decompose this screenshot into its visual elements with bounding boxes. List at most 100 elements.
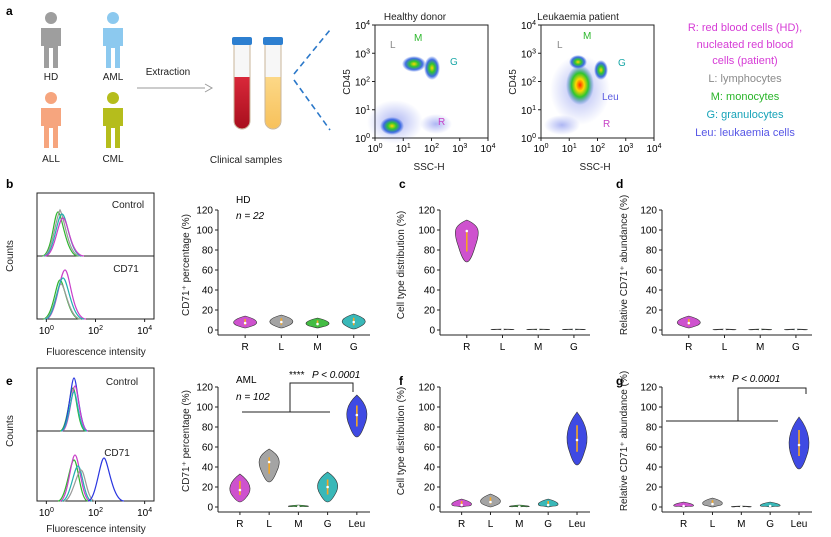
median-dot-m [758, 328, 762, 332]
hist-xtick-label: 100 [39, 325, 54, 337]
y-tick-label: 40 [424, 286, 436, 297]
histogram-b: Control CD71 Counts Fluorescence intensi… [5, 192, 155, 358]
y-tick-label: 20 [202, 306, 214, 317]
x-tick-label: R [463, 342, 470, 353]
x-tick-label: M [756, 342, 764, 353]
hist-b-cd71-label: CD71 [113, 264, 139, 275]
person-icon-cml [103, 92, 123, 148]
x-tick-label: Leu [791, 519, 808, 530]
ylabel-c: Cell type distribution (%) [396, 211, 407, 319]
flow-xtick-label: 100 [367, 143, 382, 155]
legend-line-r3: cells (patient) [712, 55, 777, 67]
y-tick-label: 40 [646, 286, 658, 297]
y-tick-label: 0 [429, 326, 435, 337]
flow-ytick-label: 101 [355, 105, 370, 117]
ylabel-b: CD71⁺ percentage (%) [181, 214, 192, 316]
median-dot-l [280, 320, 283, 324]
y-tick-label: 40 [646, 463, 658, 474]
gate-g-leukaemia: G [618, 58, 626, 69]
hist-e2-curve-m [57, 459, 89, 502]
cohort-label-hd: HD [236, 195, 250, 206]
median-dot-g [546, 503, 550, 507]
hist-e-xlabel: Fluorescence intensity [46, 524, 146, 535]
gate-m-leukaemia: M [583, 31, 591, 42]
x-tick-label: Leu [569, 519, 586, 530]
cluster-leu-dots [566, 65, 594, 105]
hist-xtick-label: 104 [137, 507, 152, 519]
hist-b-curve-l [42, 208, 81, 257]
ylabel-g: Relative CD71⁺ abundance (%) [619, 371, 630, 511]
x-tick-label: G [350, 342, 358, 353]
x-tick-label: G [766, 519, 774, 530]
gate-r-healthy: R [438, 117, 445, 128]
hist-xtick-label: 104 [137, 325, 152, 337]
person-icon-aml [103, 12, 123, 68]
flow-ytick-label: 100 [355, 133, 370, 145]
y-tick-label: 80 [646, 246, 658, 257]
x-tick-label: R [458, 519, 465, 530]
median-dot-g [352, 320, 356, 324]
x-tick-label: R [236, 519, 243, 530]
cluster-m2-dots [569, 55, 587, 69]
hist-b-ylabel: Counts [5, 240, 16, 272]
median-dot-leu [575, 438, 579, 442]
y-tick-label: 20 [646, 483, 658, 494]
y-tick-label: 100 [196, 226, 213, 237]
gate-r-leukaemia: R [603, 119, 610, 130]
hist-e-curve-g [60, 391, 88, 432]
violin-chart-b: 0 20 40 60 80 100 120 R L M G [196, 206, 370, 353]
y-tick-label: 100 [196, 403, 213, 414]
median-dot-r [687, 321, 691, 325]
x-tick-label: G [324, 519, 332, 530]
y-tick-label: 20 [424, 483, 436, 494]
ylabel-e: CD71⁺ percentage (%) [181, 390, 192, 492]
hist-e2-curve-g [61, 465, 93, 502]
median-dot-m [297, 505, 300, 508]
y-tick-label: 120 [196, 206, 213, 217]
y-tick-label: 20 [424, 306, 436, 317]
x-tick-label: L [722, 342, 728, 353]
median-dot-g [326, 485, 329, 489]
extraction-arrow [137, 83, 214, 93]
hist-e2-curve-leu [87, 457, 125, 502]
panel-label-f: f [399, 374, 404, 388]
legend-line-l: L: lymphocytes [708, 73, 782, 85]
person-label-cml: CML [102, 154, 124, 165]
x-tick-label: G [792, 342, 800, 353]
cluster-g-dots [424, 56, 440, 80]
x-tick-label: M [294, 519, 302, 530]
y-tick-label: 80 [646, 423, 658, 434]
gate-m-healthy: M [414, 33, 422, 44]
median-dot-g [794, 328, 798, 332]
significance-bracket-e: **** P < 0.0001 [242, 370, 360, 413]
legend-line-r1: R: red blood cells (HD), [688, 22, 802, 34]
y-tick-label: 40 [424, 463, 436, 474]
hist-e-ylabel: Counts [5, 415, 16, 447]
legend-line-leu: Leu: leukaemia cells [695, 127, 795, 139]
y-tick-label: 80 [424, 423, 436, 434]
y-tick-label: 80 [202, 423, 214, 434]
violin-chart-d: 0 20 40 60 80 100 120 R L M G [640, 206, 812, 353]
y-tick-label: 80 [424, 246, 436, 257]
person-icon-all [41, 92, 61, 148]
flow-xlabel-leukaemia: SSC-H [579, 162, 610, 173]
violin-chart-f: 0 20 40 60 80 100 120 R L M G Leu [418, 383, 590, 530]
y-tick-label: 40 [202, 286, 214, 297]
median-dot-g [572, 328, 576, 331]
flow-ytick-label: 103 [355, 48, 370, 60]
flow-title-healthy: Healthy donor [384, 12, 447, 23]
median-dot-l [267, 460, 271, 464]
median-dot-m [536, 328, 540, 331]
flow-xtick-label: 102 [424, 143, 439, 155]
y-tick-label: 60 [202, 266, 214, 277]
panel-label-g: g [616, 374, 623, 388]
sig-stars-g: **** [709, 374, 725, 385]
x-tick-label: G [544, 519, 552, 530]
hist-b-curve-m [41, 211, 79, 257]
flow-ytick-label: 104 [355, 20, 370, 32]
legend-line-g: G: granulocytes [706, 109, 784, 121]
median-dot-r [465, 229, 469, 233]
n-label-aml: n = 102 [236, 392, 270, 403]
x-tick-label: L [266, 519, 272, 530]
y-tick-label: 60 [646, 266, 658, 277]
